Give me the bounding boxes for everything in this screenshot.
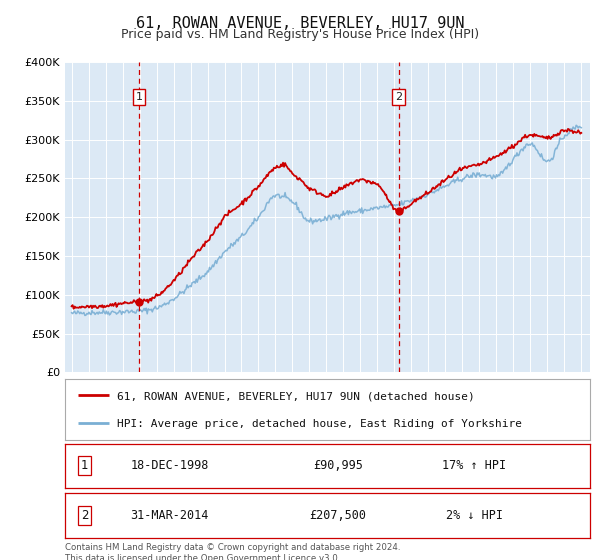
- Text: 1: 1: [81, 459, 89, 473]
- Text: 18-DEC-1998: 18-DEC-1998: [131, 459, 209, 473]
- Text: Price paid vs. HM Land Registry's House Price Index (HPI): Price paid vs. HM Land Registry's House …: [121, 28, 479, 41]
- Text: 2: 2: [395, 92, 402, 102]
- Text: 17% ↑ HPI: 17% ↑ HPI: [442, 459, 506, 473]
- Text: 1: 1: [136, 92, 143, 102]
- Text: 2: 2: [81, 508, 89, 522]
- Text: 2% ↓ HPI: 2% ↓ HPI: [446, 508, 503, 522]
- Text: 31-MAR-2014: 31-MAR-2014: [131, 508, 209, 522]
- Text: Contains HM Land Registry data © Crown copyright and database right 2024.
This d: Contains HM Land Registry data © Crown c…: [65, 543, 400, 560]
- Text: 61, ROWAN AVENUE, BEVERLEY, HU17 9UN (detached house): 61, ROWAN AVENUE, BEVERLEY, HU17 9UN (de…: [118, 391, 475, 401]
- Text: HPI: Average price, detached house, East Riding of Yorkshire: HPI: Average price, detached house, East…: [118, 419, 522, 429]
- Text: 61, ROWAN AVENUE, BEVERLEY, HU17 9UN: 61, ROWAN AVENUE, BEVERLEY, HU17 9UN: [136, 16, 464, 31]
- Text: £90,995: £90,995: [313, 459, 363, 473]
- Text: £207,500: £207,500: [310, 508, 366, 522]
